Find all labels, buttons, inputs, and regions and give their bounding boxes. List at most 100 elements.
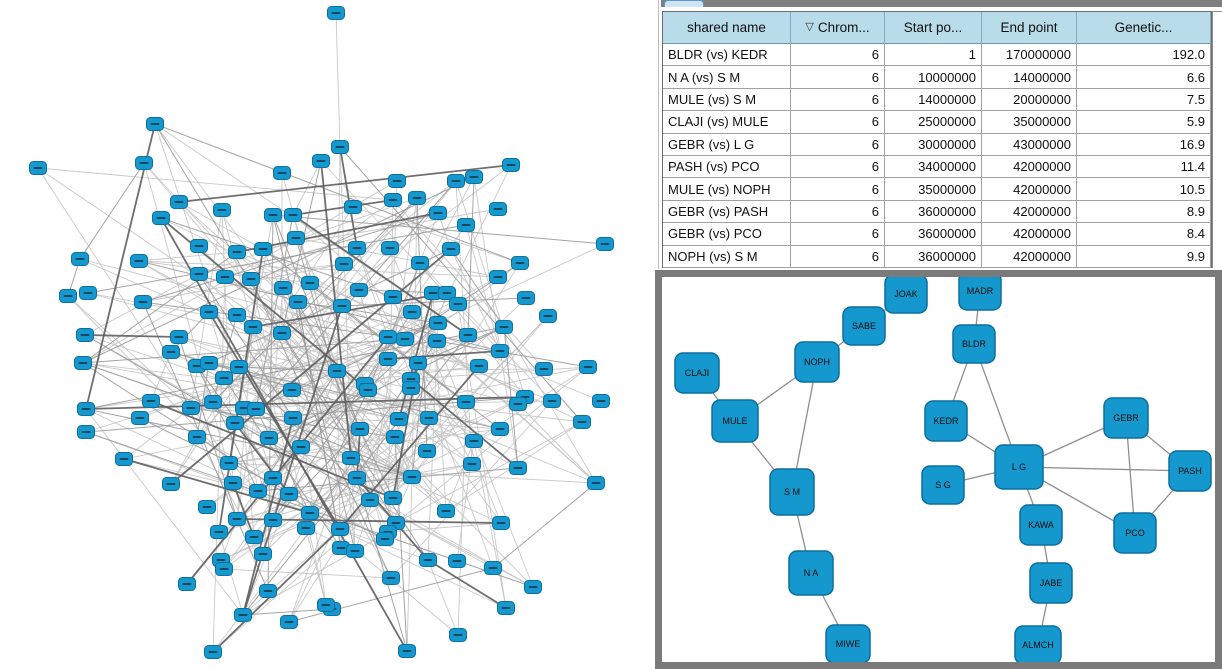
network-node[interactable]	[492, 516, 510, 530]
network-node[interactable]	[228, 245, 246, 259]
network-node-claji[interactable]: CLAJI	[674, 352, 720, 394]
cell-value[interactable]: 36000000	[885, 200, 982, 224]
table-row[interactable]: NOPH (vs) S M 6 36000000 42000000 9.9	[663, 245, 1211, 268]
cell-value[interactable]: 14000000	[982, 66, 1077, 89]
network-node[interactable]	[76, 328, 94, 342]
network-node[interactable]	[333, 299, 351, 313]
network-node[interactable]	[182, 401, 200, 415]
cell-value[interactable]: 6	[791, 133, 885, 156]
network-node[interactable]	[327, 6, 345, 20]
network-node[interactable]	[213, 203, 231, 217]
cell-value[interactable]: 6	[791, 245, 885, 268]
network-node[interactable]	[344, 200, 362, 214]
network-node[interactable]	[587, 476, 605, 490]
network-node[interactable]	[198, 500, 216, 514]
network-node[interactable]	[130, 254, 148, 268]
network-node[interactable]	[287, 231, 305, 245]
network-node[interactable]	[390, 412, 408, 426]
network-node[interactable]	[328, 364, 346, 378]
cell-value[interactable]: 11.4	[1077, 155, 1211, 179]
cell-value[interactable]: 8.9	[1077, 200, 1211, 224]
network-node[interactable]	[188, 430, 206, 444]
network-node[interactable]	[429, 316, 447, 330]
cell-value[interactable]: 36000000	[885, 245, 982, 268]
network-node[interactable]	[204, 395, 222, 409]
cell-value[interactable]: 42000000	[982, 155, 1077, 179]
network-node[interactable]	[215, 562, 233, 576]
network-node[interactable]	[289, 295, 307, 309]
cell-shared-name[interactable]: BLDR (vs) KEDR	[663, 44, 791, 67]
network-node[interactable]	[254, 242, 272, 256]
network-node[interactable]	[264, 208, 282, 222]
cell-value[interactable]: 6	[791, 200, 885, 224]
network-node[interactable]	[484, 561, 502, 575]
network-node[interactable]	[442, 242, 460, 256]
network-node[interactable]	[317, 598, 335, 612]
network-node[interactable]	[495, 320, 513, 334]
cell-value[interactable]: 9.9	[1077, 245, 1211, 268]
network-node[interactable]	[29, 161, 47, 175]
network-node[interactable]	[301, 506, 319, 520]
network-node[interactable]	[384, 290, 402, 304]
network-node[interactable]	[283, 383, 301, 397]
network-node[interactable]	[359, 383, 377, 397]
network-node[interactable]	[384, 193, 402, 207]
cell-value[interactable]: 10000000	[885, 66, 982, 89]
column-header-shared-name[interactable]: shared name	[663, 12, 791, 44]
network-node[interactable]	[280, 487, 298, 501]
network-node[interactable]	[71, 252, 89, 266]
cell-value[interactable]: 35000000	[885, 178, 982, 201]
network-node[interactable]	[579, 360, 597, 374]
network-node[interactable]	[220, 456, 238, 470]
network-node[interactable]	[489, 202, 507, 216]
cell-value[interactable]: 6.6	[1077, 66, 1211, 89]
network-node[interactable]	[509, 461, 527, 475]
network-node[interactable]	[376, 532, 394, 546]
network-node[interactable]	[215, 371, 233, 385]
network-node-kedr[interactable]: KEDR	[924, 400, 968, 442]
cell-value[interactable]: 42000000	[982, 200, 1077, 224]
network-node[interactable]	[249, 484, 267, 498]
network-node[interactable]	[264, 471, 282, 485]
network-node[interactable]	[489, 270, 507, 284]
cell-value[interactable]: 43000000	[982, 133, 1077, 156]
network-node[interactable]	[190, 239, 208, 253]
network-node[interactable]	[170, 330, 188, 344]
cell-value[interactable]: 192.0	[1077, 44, 1211, 67]
network-node[interactable]	[449, 628, 467, 642]
network-node[interactable]	[259, 584, 277, 598]
cell-value[interactable]: 7.5	[1077, 88, 1211, 112]
network-node[interactable]	[170, 195, 188, 209]
network-node[interactable]	[418, 444, 436, 458]
network-node[interactable]	[398, 644, 416, 658]
network-node[interactable]	[244, 320, 262, 334]
network-node[interactable]	[592, 394, 610, 408]
network-node[interactable]	[226, 416, 244, 430]
cell-value[interactable]: 5.9	[1077, 111, 1211, 134]
network-node[interactable]	[204, 645, 222, 659]
network-node-mule[interactable]: MULE	[711, 399, 759, 443]
cell-value[interactable]: 6	[791, 111, 885, 134]
network-node[interactable]	[134, 295, 152, 309]
network-node[interactable]	[260, 431, 278, 445]
network-node[interactable]	[131, 411, 149, 425]
network-node[interactable]	[411, 256, 429, 270]
network-node[interactable]	[301, 276, 319, 290]
network-node[interactable]	[59, 289, 77, 303]
network-node[interactable]	[457, 395, 475, 409]
network-node[interactable]	[178, 577, 196, 591]
network-node-madr[interactable]: MADR	[958, 277, 1002, 311]
network-node[interactable]	[539, 309, 557, 323]
network-node-pash[interactable]: PASH	[1168, 450, 1212, 492]
network-node-bldr[interactable]: BLDR	[952, 324, 996, 364]
network-node[interactable]	[331, 522, 349, 536]
network-node[interactable]	[254, 547, 272, 561]
network-node[interactable]	[447, 174, 465, 188]
table-row[interactable]: GEBR (vs) PASH 6 36000000 42000000 8.9	[663, 200, 1211, 224]
network-node[interactable]	[228, 308, 246, 322]
network-node[interactable]	[77, 425, 95, 439]
network-node[interactable]	[264, 513, 282, 527]
window-tab-fragment[interactable]	[664, 0, 704, 7]
network-node[interactable]	[350, 283, 368, 297]
network-node-jabe[interactable]: JABE	[1029, 562, 1073, 604]
